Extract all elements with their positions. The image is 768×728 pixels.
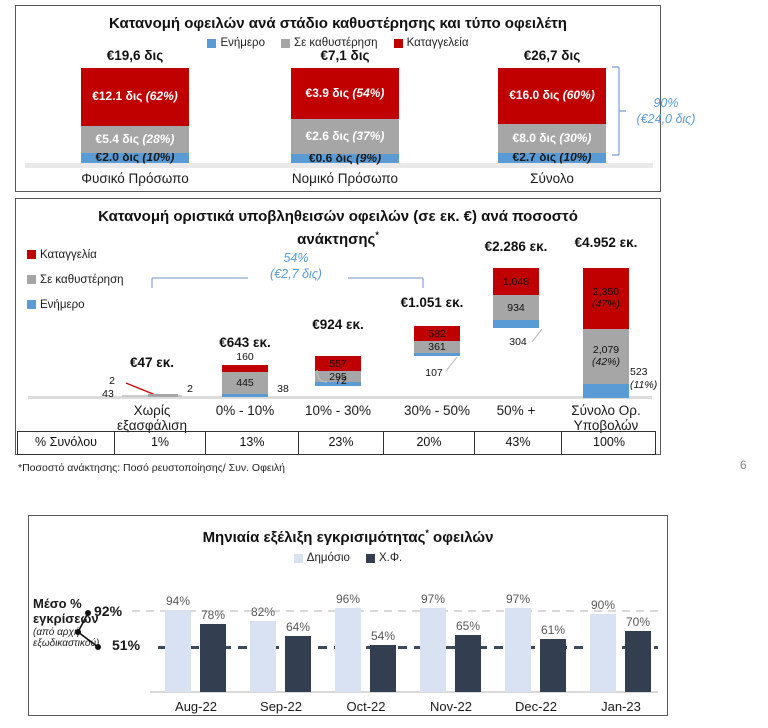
chart2-title: Κατανομή οριστικά υποβληθεισών οφειλών (… [16, 207, 660, 249]
page-number: 6 [740, 458, 747, 472]
chart3-title-pre: Μηνιαία εξέλιξη εγκρισιμότητας [202, 529, 426, 546]
chart3-title-asterisk: * [425, 528, 429, 538]
chart2-title-line1: Κατανομή οριστικά υποβληθεισών οφειλών (… [98, 208, 578, 225]
chart2-panel: Κατανομή οριστικά υποβληθεισών οφειλών (… [15, 198, 661, 455]
chart3-panel: Μηνιαία εξέλιξη εγκρισιμότητας* οφειλών [28, 515, 668, 716]
chart1-panel: Κατανομή οφειλών ανά στάδιο καθυστέρησης… [15, 5, 661, 192]
chart1-title: Κατανομή οφειλών ανά στάδιο καθυστέρησης… [109, 15, 567, 32]
chart2-title-line2: ανάκτησης [297, 231, 376, 248]
chart2-title-asterisk: * [375, 230, 379, 240]
footnote: *Ποσοστό ανάκτησης: Ποσό ρευστοποίησης/ … [18, 462, 286, 474]
chart3-title-post: οφειλών [428, 529, 494, 546]
chart3-title: Μηνιαία εξέλιξη εγκρισιμότητας* οφειλών [29, 524, 667, 547]
